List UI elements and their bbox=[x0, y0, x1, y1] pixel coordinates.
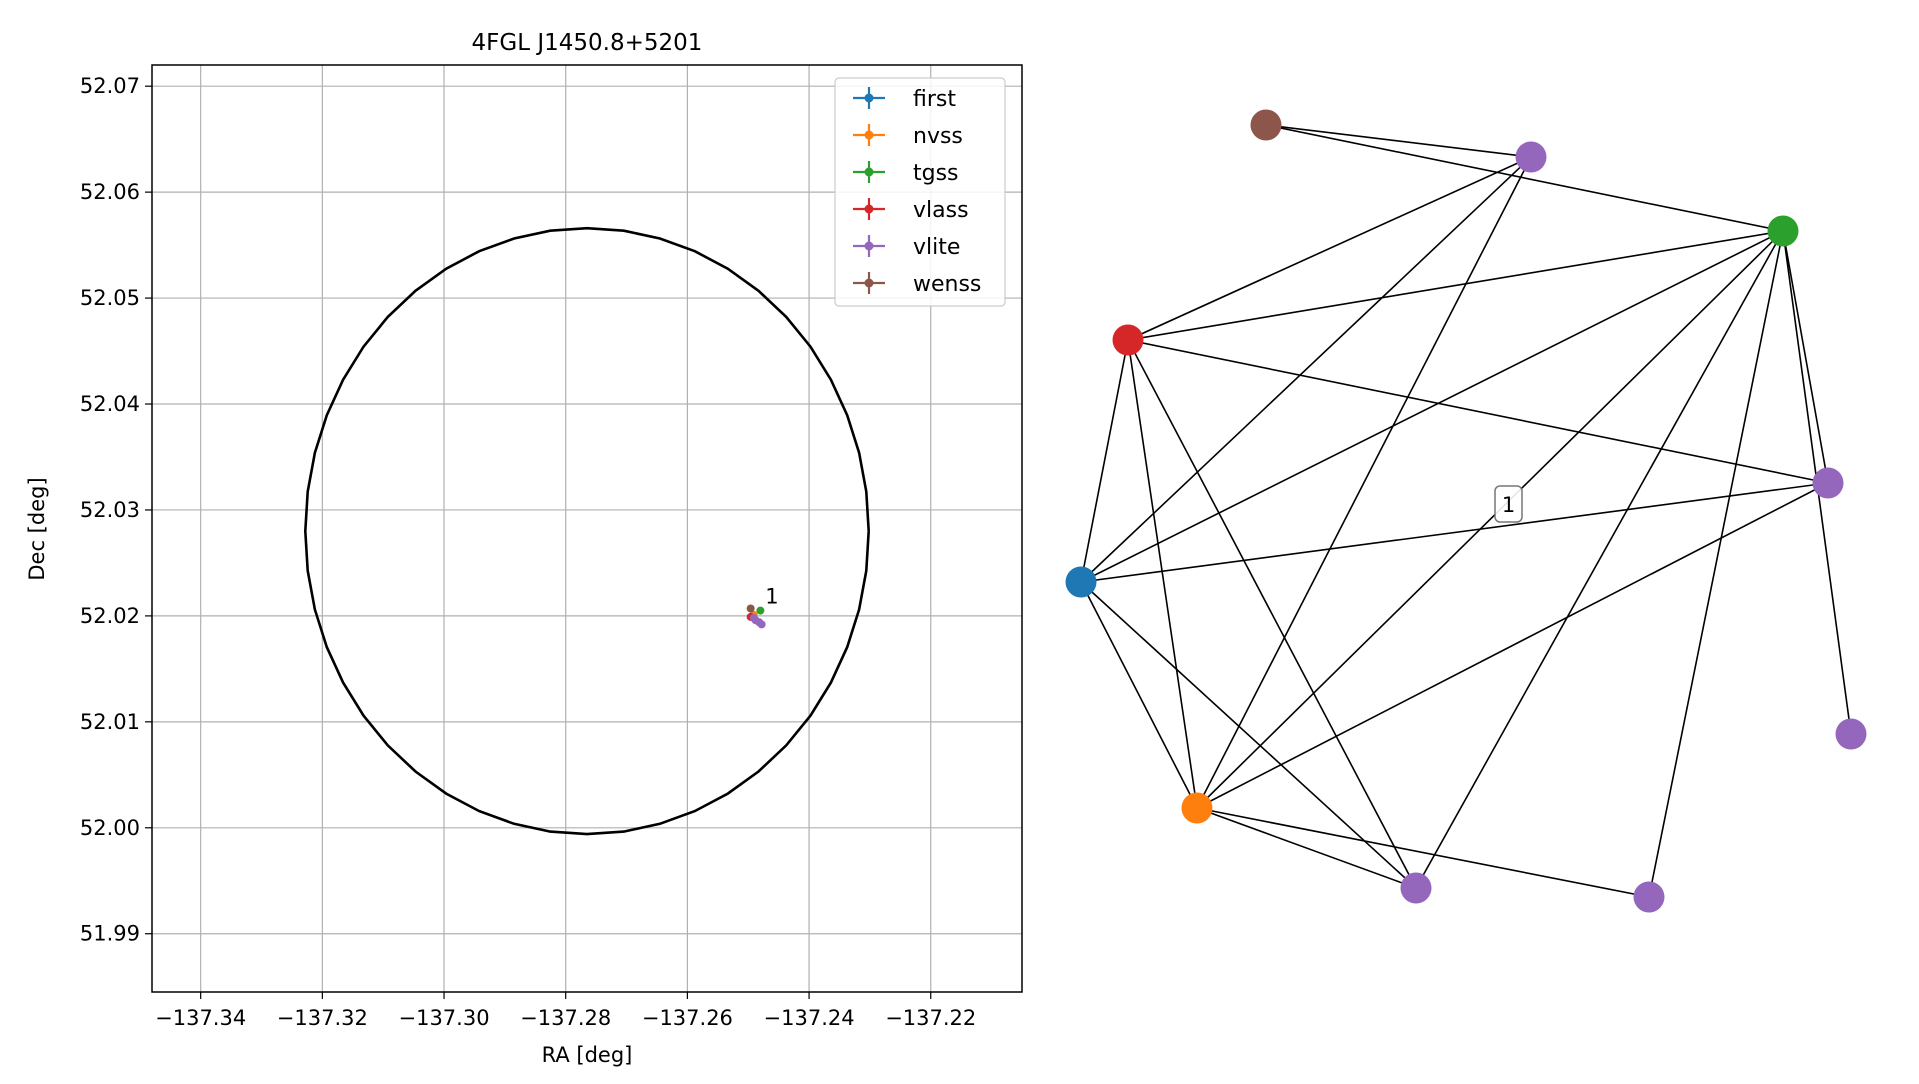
y-tick-label: 51.99 bbox=[80, 922, 140, 946]
x-tick-label: −137.24 bbox=[764, 1006, 855, 1030]
network-node bbox=[1515, 141, 1547, 173]
network-edge bbox=[1080, 482, 1829, 583]
legend-label-vlass: vlass bbox=[913, 198, 969, 223]
x-tick-label: −137.30 bbox=[398, 1006, 489, 1030]
axes-frame bbox=[151, 64, 1023, 993]
legend-marker-tgss bbox=[864, 167, 874, 177]
y-tick-label: 52.07 bbox=[80, 74, 140, 98]
network-node bbox=[1835, 718, 1867, 750]
scatter-panel: 4FGL J1450.8+5201 1 −137.34 −137.32 −137.3… bbox=[25, 30, 1023, 1067]
network-edge bbox=[1080, 230, 1784, 583]
network-edge bbox=[1127, 339, 1829, 484]
network-label-box: 1 bbox=[1494, 485, 1523, 523]
network-node bbox=[1250, 109, 1282, 141]
y-tick-label: 52.05 bbox=[80, 286, 140, 310]
network-node bbox=[1112, 324, 1144, 356]
localization-ellipse bbox=[303, 226, 870, 836]
network-edge bbox=[1415, 230, 1784, 889]
x-axis-ticks: −137.34 −137.32 −137.30 −137.28 −137.26 −137.… bbox=[155, 992, 976, 1030]
network-node bbox=[1400, 872, 1432, 904]
point-annotation: 1 bbox=[765, 584, 778, 608]
network-edge bbox=[1196, 156, 1532, 809]
network-edge bbox=[1196, 230, 1784, 809]
network-nodes bbox=[1065, 109, 1867, 913]
network-label: 1 bbox=[1502, 493, 1515, 517]
ellipse-outline bbox=[303, 226, 870, 836]
network-edges bbox=[1080, 124, 1852, 898]
legend-label-wenss: wenss bbox=[913, 272, 981, 297]
data-points: 1 bbox=[746, 584, 779, 629]
x-tick-label: −137.34 bbox=[155, 1006, 246, 1030]
point-vlite bbox=[757, 620, 766, 629]
network-edge bbox=[1265, 124, 1532, 158]
network-panel: 1 bbox=[1065, 109, 1867, 913]
x-tick-label: −137.22 bbox=[885, 1006, 976, 1030]
network-edge bbox=[1127, 339, 1417, 889]
legend-marker-vlass bbox=[864, 204, 874, 214]
legend-marker-wenss bbox=[864, 278, 874, 288]
legend-label-vlite: vlite bbox=[913, 235, 960, 260]
y-tick-label: 52.06 bbox=[80, 180, 140, 204]
point-vlite bbox=[749, 614, 758, 623]
y-tick-label: 52.02 bbox=[80, 604, 140, 628]
legend: first nvss tgss vlass vlite wenss bbox=[834, 77, 1006, 307]
y-axis-label: Dec [deg] bbox=[25, 477, 49, 580]
x-tick-label: −137.32 bbox=[277, 1006, 368, 1030]
network-node bbox=[1633, 881, 1665, 913]
legend-marker-vlite bbox=[864, 241, 874, 251]
chart-title: 4FGL J1450.8+5201 bbox=[472, 30, 703, 56]
network-edge bbox=[1196, 807, 1650, 898]
network-edge bbox=[1196, 482, 1829, 809]
y-axis-ticks: 51.99 52.00 52.01 52.02 52.03 52.04 52.05 52.06… bbox=[80, 74, 152, 946]
y-tick-label: 52.00 bbox=[80, 816, 140, 840]
network-edge bbox=[1127, 156, 1532, 341]
network-node bbox=[1767, 215, 1799, 247]
network-node bbox=[1812, 467, 1844, 499]
network-node bbox=[1065, 566, 1097, 598]
network-edge bbox=[1080, 339, 1129, 583]
network-edge bbox=[1196, 807, 1417, 889]
network-edge bbox=[1265, 124, 1784, 232]
x-tick-label: −137.28 bbox=[520, 1006, 611, 1030]
legend-label-nvss: nvss bbox=[913, 124, 963, 149]
legend-label-first: first bbox=[913, 87, 956, 112]
network-node bbox=[1181, 792, 1213, 824]
network-edge bbox=[1080, 156, 1532, 583]
legend-marker-first bbox=[864, 93, 874, 103]
network-edge bbox=[1648, 230, 1784, 898]
point-tgss bbox=[756, 606, 765, 615]
network-edge bbox=[1080, 581, 1417, 889]
legend-label-tgss: tgss bbox=[913, 161, 959, 186]
network-edge bbox=[1127, 230, 1784, 341]
y-tick-label: 52.03 bbox=[80, 498, 140, 522]
y-tick-label: 52.04 bbox=[80, 392, 140, 416]
x-tick-label: −137.26 bbox=[642, 1006, 733, 1030]
point-wenss bbox=[746, 604, 755, 613]
network-edge bbox=[1782, 230, 1829, 484]
network-edge bbox=[1080, 581, 1198, 809]
y-tick-label: 52.01 bbox=[80, 710, 140, 734]
x-axis-label: RA [deg] bbox=[542, 1043, 633, 1067]
network-edge bbox=[1127, 339, 1198, 809]
network-label-frame bbox=[1494, 485, 1523, 523]
legend-marker-nvss bbox=[864, 130, 874, 140]
